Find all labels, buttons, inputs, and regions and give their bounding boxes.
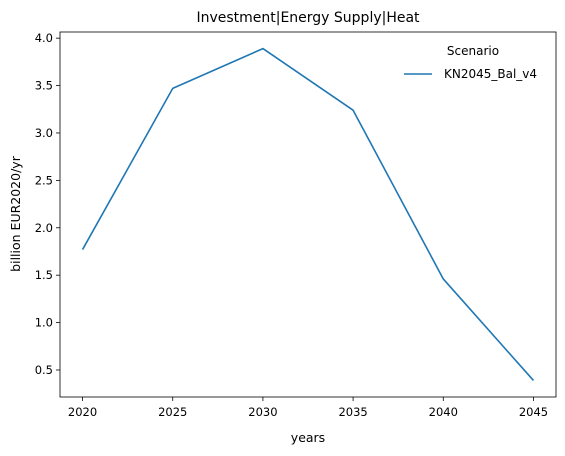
- x-tick-label: 2030: [248, 405, 277, 419]
- y-tick-label: 2.0: [35, 221, 53, 235]
- y-tick-label: 1.5: [35, 268, 53, 282]
- y-tick-label: 3.0: [35, 126, 53, 140]
- x-tick-label: 2040: [429, 405, 458, 419]
- x-tick-label: 2020: [68, 405, 97, 419]
- x-axis-label: years: [291, 430, 325, 445]
- chart-title: Investment|Energy Supply|Heat: [196, 10, 420, 26]
- legend: Scenario KN2045_Bal_v4: [404, 44, 537, 81]
- y-tick-label: 1.0: [35, 316, 53, 330]
- legend-title: Scenario: [447, 44, 499, 58]
- y-tick-label: 0.5: [35, 363, 53, 377]
- legend-entry-label: KN2045_Bal_v4: [444, 67, 537, 81]
- x-tick-label: 2035: [338, 405, 367, 419]
- plot-frame: [59, 31, 557, 398]
- series-layer: [81, 47, 535, 381]
- y-axis-label: billion EUR2020/yr: [8, 155, 23, 272]
- y-axis-ticks: 0.5 1.0 1.5 2.0 2.5 3.0 3.5 4.0: [35, 31, 60, 377]
- series-line-0: [81, 47, 535, 381]
- y-tick-label: 2.5: [35, 173, 53, 187]
- y-tick-label: 4.0: [35, 31, 53, 45]
- x-tick-label: 2045: [519, 405, 548, 419]
- x-axis-ticks: 2020 2025 2030 2035 2040 2045: [68, 397, 548, 419]
- y-tick-label: 3.5: [35, 79, 53, 93]
- x-tick-label: 2025: [158, 405, 187, 419]
